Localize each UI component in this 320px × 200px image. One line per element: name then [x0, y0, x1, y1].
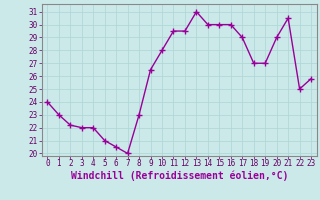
X-axis label: Windchill (Refroidissement éolien,°C): Windchill (Refroidissement éolien,°C): [70, 171, 288, 181]
